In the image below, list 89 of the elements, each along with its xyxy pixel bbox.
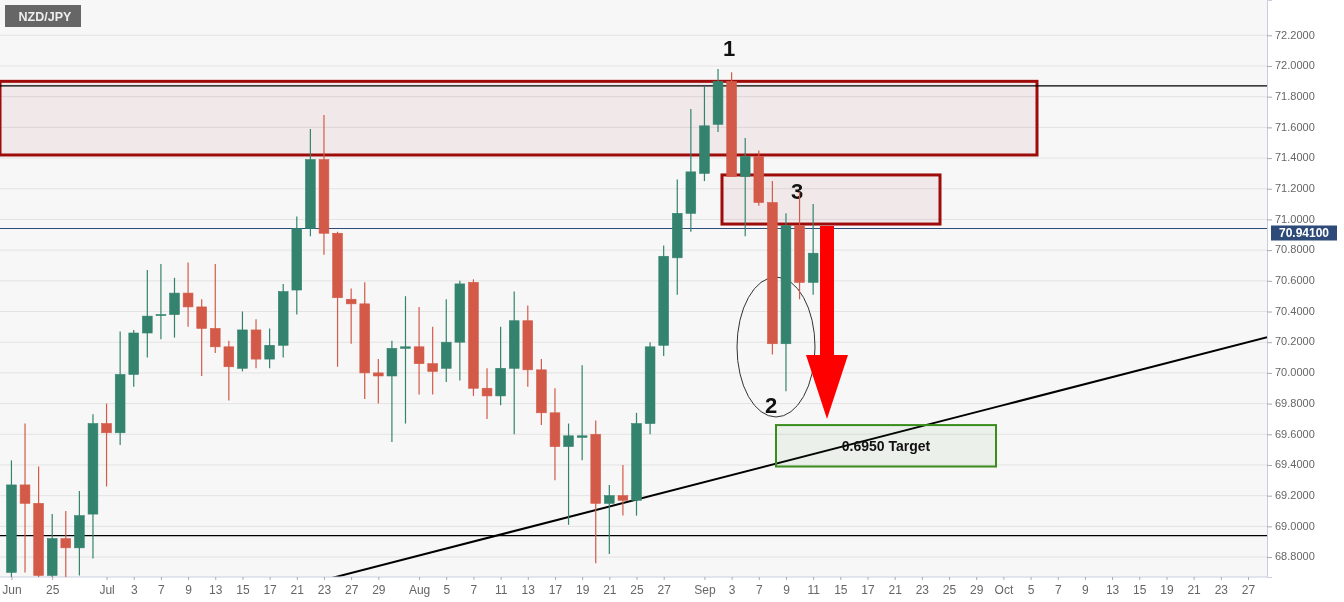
x-tick-label: Jun (2, 582, 22, 597)
candlestick (264, 327, 275, 369)
x-tick-label: 7 (470, 582, 478, 597)
candlestick (413, 306, 425, 395)
x-tick-label: Sep (694, 582, 716, 597)
x-tick-label: Jul (99, 582, 115, 597)
candlestick (481, 367, 493, 420)
x-tick-label: 13 (209, 582, 223, 597)
x-tick-label: 7 (158, 582, 166, 597)
x-tick-label: 27 (344, 582, 359, 597)
x-tick-label: 19 (575, 582, 590, 597)
x-tick-label: 5 (443, 582, 451, 597)
y-tick-label: 69.6000 (1275, 427, 1315, 440)
y-tick-label: 72.2000 (1275, 28, 1315, 41)
x-tick-label: 21 (603, 582, 617, 597)
x-tick-label: 25 (630, 582, 644, 597)
y-tick-label: 72.0000 (1275, 59, 1315, 72)
candlestick (617, 464, 629, 517)
x-tick-label: 3 (130, 582, 138, 597)
candlestick (210, 263, 221, 354)
candlestick (169, 277, 180, 339)
candlestick (604, 484, 615, 555)
y-tick-label: 69.8000 (1275, 396, 1315, 409)
candlestick (563, 422, 574, 526)
annotation: 2 (764, 393, 778, 418)
candlestick (182, 261, 194, 328)
candlestick (223, 340, 235, 402)
x-tick-label: 15 (236, 582, 250, 597)
candlestick (345, 287, 357, 345)
candlestick (373, 358, 384, 405)
y-tick-label: 68.8000 (1275, 550, 1315, 563)
y-tick-label: 69.4000 (1275, 458, 1315, 471)
candlestick (101, 402, 112, 488)
x-tick-label: 9 (1082, 582, 1090, 597)
ref-line-label: 70.94100 (1278, 226, 1330, 241)
text: NZD/JPY (18, 10, 73, 24)
x-tick-label: Aug (408, 582, 431, 597)
y-tick-label: 71.4000 (1275, 151, 1315, 164)
y-tick-label: 70.8000 (1275, 243, 1315, 256)
x-tick-label: 21 (290, 582, 305, 597)
y-tick-label: 69.0000 (1275, 519, 1315, 532)
x-tick-label: 27 (657, 582, 672, 597)
candlestick (196, 298, 207, 377)
x-tick-label: 3 (728, 582, 736, 597)
x-tick-label: 23 (915, 582, 930, 597)
y-tick-label: 70.4000 (1275, 304, 1315, 317)
x-tick-label: 21 (1187, 582, 1202, 597)
x-tick-label: Oct (994, 582, 1014, 597)
x-tick-label: 25 (942, 582, 957, 597)
band-label: 0.6950 Target (841, 437, 931, 454)
x-tick-label: 11 (494, 582, 508, 597)
candlestick (576, 364, 588, 461)
candlestick (740, 137, 751, 237)
x-tick-label: 25 (46, 582, 60, 597)
x-tick-label: 17 (263, 582, 278, 597)
x-tick-label: 13 (521, 582, 536, 597)
x-tick-label: 17 (861, 582, 875, 597)
candlestick (142, 269, 153, 359)
candlestick (19, 422, 31, 573)
x-tick-label: 19 (1160, 582, 1174, 597)
y-tick-label: 70.2000 (1275, 335, 1315, 348)
y-tick-label: 70.6000 (1275, 274, 1315, 287)
y-tick-label: 71.8000 (1275, 89, 1315, 102)
x-tick-label: 17 (548, 582, 563, 597)
x-tick-label: 29 (970, 582, 984, 597)
x-tick-label: 23 (1214, 582, 1229, 597)
x-tick-label: 23 (317, 582, 332, 597)
candlestick (400, 295, 411, 425)
y-tick-label: 70.0000 (1275, 366, 1315, 379)
x-tick-label: 29 (372, 582, 386, 597)
x-tick-label: 9 (185, 582, 193, 597)
y-tick-label: 71.6000 (1275, 120, 1315, 133)
x-tick-label: 13 (1105, 582, 1120, 597)
candlestick (155, 263, 167, 340)
x-tick-label: 27 (1241, 582, 1256, 597)
annotation: 1 (722, 36, 736, 61)
x-tick-label: 5 (1027, 582, 1035, 597)
x-tick-label: 7 (1054, 582, 1062, 597)
y-tick-label: 71.0000 (1275, 212, 1315, 225)
x-tick-label: 15 (834, 582, 848, 597)
y-tick-label: 71.2000 (1275, 182, 1315, 194)
x-tick-label: 21 (888, 582, 903, 597)
x-tick-label: 11 (807, 582, 821, 597)
y-tick-label: 69.2000 (1275, 488, 1315, 501)
candlestick (60, 510, 71, 577)
x-tick-label: 9 (783, 582, 791, 597)
x-tick-label: 15 (1133, 582, 1147, 597)
candlestick (427, 326, 438, 395)
x-tick-label: 7 (755, 582, 763, 597)
